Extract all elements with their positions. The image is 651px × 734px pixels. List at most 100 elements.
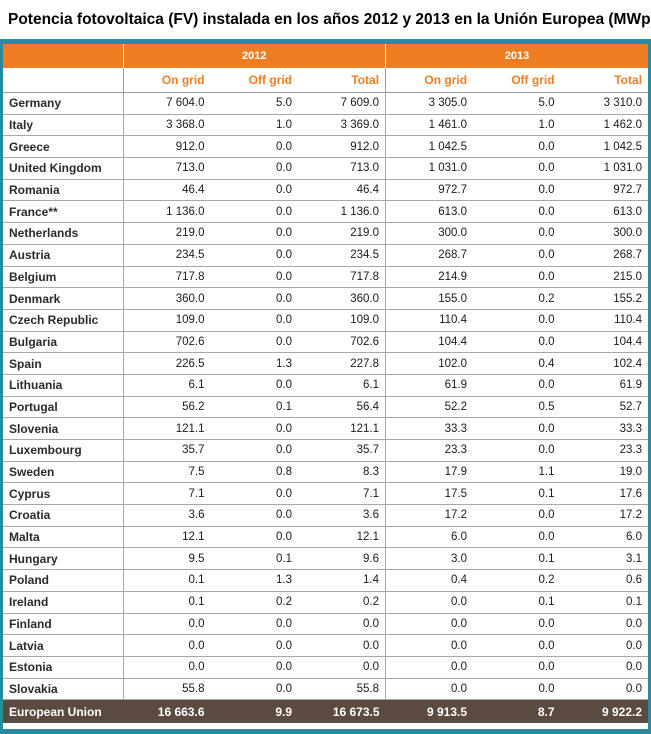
country-name-cell: Sweden: [3, 461, 124, 484]
value-cell-total-2013: 52.7: [560, 396, 649, 419]
value-cell-off-grid-2012: 0.1: [210, 396, 298, 419]
table-title: Potencia fotovoltaica (FV) instalada en …: [8, 11, 651, 28]
table-row: Poland 0.1 1.3 1.4 0.4 0.2 0.6: [3, 569, 649, 592]
value-cell-off-grid-2012: 0.0: [210, 266, 298, 289]
year-header-2013: 2013: [385, 44, 649, 68]
value-cell-total-2012: 0.0: [298, 634, 387, 657]
value-cell-on-grid-2012: 12.1: [123, 526, 211, 549]
value-cell-on-grid-2012: 3.6: [123, 504, 211, 527]
value-cell-total-2012: 7 609.0: [298, 92, 387, 115]
value-cell-total-2012: 6.1: [298, 374, 387, 397]
value-cell-on-grid-2012: 713.0: [123, 157, 211, 180]
value-cell-off-grid-2013: 0.0: [473, 374, 561, 397]
value-cell-on-grid-2012: 3 368.0: [123, 114, 211, 137]
column-header-on-grid-2012: On grid: [123, 68, 211, 93]
value-cell-on-grid-2013: 17.5: [385, 482, 474, 506]
table-row: Sweden 7.5 0.8 8.3 17.9 1.1 19.0: [3, 461, 649, 484]
value-cell-total-2013: 972.7: [560, 179, 649, 202]
value-cell-total-2012: 0.0: [298, 613, 387, 636]
value-cell-off-grid-2013: 0.0: [473, 309, 561, 332]
value-cell-on-grid-2013: 0.4: [385, 569, 474, 592]
country-name-cell: Estonia: [3, 656, 124, 679]
value-cell-on-grid-2013: 0.0: [385, 678, 474, 701]
value-cell-off-grid-2013: 0.0: [473, 678, 561, 701]
value-cell-off-grid-2012: 0.0: [210, 309, 298, 332]
value-cell-off-grid-2012: 0.0: [210, 222, 298, 245]
value-cell-off-grid-2012: 0.0: [210, 504, 298, 527]
value-cell-total-2012: 3 369.0: [298, 114, 387, 137]
value-cell-total-2013: 19.0: [560, 461, 649, 484]
value-cell-total-2013: 0.0: [560, 634, 649, 657]
value-cell-on-grid-2012: 702.6: [123, 331, 211, 354]
value-cell-on-grid-2013: 155.0: [385, 287, 474, 310]
value-cell-total-2013: 215.0: [560, 266, 649, 289]
value-cell-on-grid-2012: 0.0: [123, 613, 211, 636]
value-cell-total-2012: 360.0: [298, 287, 387, 310]
value-cell-total-2013: 0.6: [560, 569, 649, 592]
value-cell-on-grid-2012: 0.0: [123, 634, 211, 657]
table-row: Bulgaria 702.6 0.0 702.6 104.4 0.0 104.4: [3, 331, 649, 354]
value-cell-on-grid-2013: 0.0: [385, 591, 474, 614]
value-cell-total-2013: 0.1: [560, 591, 649, 614]
table-row: Germany 7 604.0 5.0 7 609.0 3 305.0 5.0 3 310.…: [3, 92, 649, 115]
value-cell-off-grid-2012: 0.0: [210, 439, 298, 462]
country-name-cell: Ireland: [3, 591, 124, 614]
value-cell-on-grid-2013: 6.0: [385, 526, 474, 549]
value-cell-off-grid-2013: 0.0: [473, 439, 561, 462]
value-cell-on-grid-2012: 55.8: [123, 678, 211, 701]
value-cell-off-grid-2012: 0.0: [210, 678, 298, 701]
value-cell-off-grid-2012: 0.0: [210, 613, 298, 636]
country-name-cell: Slovakia: [3, 678, 124, 701]
value-cell-on-grid-2012: 6.1: [123, 374, 211, 397]
table-row: Finland 0.0 0.0 0.0 0.0 0.0 0.0: [3, 613, 649, 636]
table-row: Croatia 3.6 0.0 3.6 17.2 0.0 17.2: [3, 504, 649, 527]
table-row: Slovakia 55.8 0.0 55.8 0.0 0.0 0.0: [3, 678, 649, 701]
value-cell-off-grid-2012: 0.0: [210, 179, 298, 202]
country-name-cell: Spain: [3, 352, 124, 375]
country-name-cell: Belgium: [3, 266, 124, 289]
value-cell-on-grid-2013: 104.4: [385, 331, 474, 354]
value-cell-total-2012: 56.4: [298, 396, 387, 419]
value-cell-on-grid-2013: 0.0: [385, 634, 474, 657]
value-cell-total-2012: 219.0: [298, 222, 387, 245]
country-name-cell: Finland: [3, 613, 124, 636]
value-cell-on-grid-2013: 17.2: [385, 504, 474, 527]
value-cell-total-2013: 110.4: [560, 309, 649, 332]
value-cell-total-2012: 702.6: [298, 331, 387, 354]
table-row: Romania 46.4 0.0 46.4 972.7 0.0 972.7: [3, 179, 649, 202]
country-name-cell: Greece: [3, 135, 124, 159]
table-row: Belgium 717.8 0.0 717.8 214.9 0.0 215.0: [3, 266, 649, 289]
value-cell-off-grid-2012: 1.3: [210, 352, 298, 375]
value-cell-on-grid-2013: 61.9: [385, 374, 474, 397]
value-cell-on-grid-2012: 226.5: [123, 352, 211, 375]
country-name-cell: Lithuania: [3, 374, 124, 397]
column-header-off-grid-2012: Off grid: [210, 68, 298, 93]
value-cell-total-2012: 7.1: [298, 482, 387, 506]
value-cell-total-2013: 1 042.5: [560, 135, 649, 159]
value-cell-total-2012: 12.1: [298, 526, 387, 549]
table-row: Denmark 360.0 0.0 360.0 155.0 0.2 155.2: [3, 287, 649, 310]
value-cell-off-grid-2012: 0.0: [210, 656, 298, 679]
value-cell-on-grid-2012: 1 136.0: [123, 200, 211, 224]
value-cell-total-2012: 35.7: [298, 439, 387, 462]
table-row: Netherlands 219.0 0.0 219.0 300.0 0.0 300.0: [3, 222, 649, 245]
table-row: Estonia 0.0 0.0 0.0 0.0 0.0 0.0: [3, 656, 649, 679]
value-cell-total-2013: 3 310.0: [560, 92, 649, 115]
country-name-cell: Italy: [3, 114, 124, 137]
value-cell-off-grid-2013: 0.0: [473, 417, 561, 440]
value-cell-on-grid-2013: 613.0: [385, 200, 474, 224]
value-cell-on-grid-2013: 3.0: [385, 547, 474, 571]
value-cell-total-2013: 268.7: [560, 244, 649, 267]
column-header-total-2013: Total: [560, 68, 649, 93]
country-name-cell: Bulgaria: [3, 331, 124, 354]
table-row: Hungary 9.5 0.1 9.6 3.0 0.1 3.1: [3, 547, 649, 571]
table-row: United Kingdom 713.0 0.0 713.0 1 031.0 0.0 1 0…: [3, 157, 649, 180]
table-row: Austria 234.5 0.0 234.5 268.7 0.0 268.7: [3, 244, 649, 267]
value-cell-off-grid-2012: 0.0: [210, 374, 298, 397]
value-cell-total-2012: 46.4: [298, 179, 387, 202]
header-blank-cell: [3, 68, 124, 93]
pv-capacity-table: 2012 2013 On grid Off grid Total On grid…: [3, 44, 649, 724]
value-cell-total-2013: 17.6: [560, 482, 649, 506]
value-cell-off-grid-2013: 0.2: [473, 287, 561, 310]
value-cell-on-grid-2012: 360.0: [123, 287, 211, 310]
